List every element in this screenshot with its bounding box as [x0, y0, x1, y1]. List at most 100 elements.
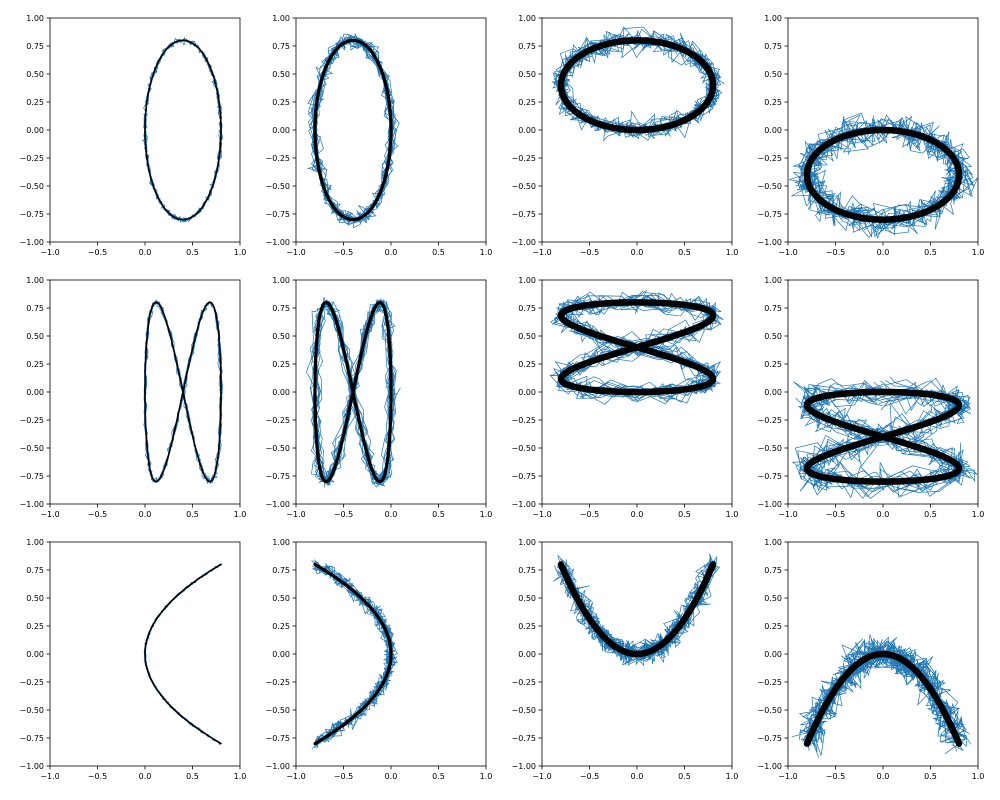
noisy-sample-trace — [799, 120, 974, 239]
plot-area — [549, 289, 724, 405]
y-tick-label: −0.25 — [757, 416, 782, 425]
y-tick-label: 0.25 — [764, 98, 782, 107]
y-tick-label: 0.75 — [518, 42, 536, 51]
y-tick-label: −0.25 — [757, 154, 782, 163]
y-tick-label: 0.25 — [518, 622, 536, 631]
y-tick-label: 0.25 — [764, 360, 782, 369]
x-tick-label: 1.0 — [726, 248, 739, 257]
y-tick-label: 1.00 — [518, 276, 536, 285]
y-tick-label: −1.00 — [511, 500, 536, 509]
subplot-2-1: −1.0 −0.5 0.0 0.5 1.0 −1.00 −0.75 −0.50 −0.25 0.0… — [19, 276, 246, 519]
y-tick-label: 0.50 — [518, 70, 536, 79]
y-tick-label: −0.50 — [511, 444, 536, 453]
mean-trajectory — [803, 126, 963, 223]
plot-area — [141, 36, 224, 223]
x-tick-label: −0.5 — [88, 510, 107, 519]
y-tick-label: 0.00 — [272, 388, 290, 397]
y-tick-label: −0.50 — [757, 182, 782, 191]
subplot-1-2: −1.0 −0.5 0.0 0.5 1.0 −1.00 −0.75 −0.50 −0.25 0.0… — [265, 14, 492, 257]
x-tick-label: −1.0 — [778, 248, 797, 257]
y-tick-label: 0.75 — [26, 304, 44, 313]
noisy-sample-trace — [310, 300, 395, 487]
y-tick-label: −0.50 — [757, 444, 782, 453]
x-tick-label: 1.0 — [480, 772, 493, 781]
y-tick-label: 0.00 — [272, 650, 290, 659]
y-tick-label: 1.00 — [518, 14, 536, 23]
x-tick-label: 0.0 — [139, 772, 152, 781]
x-tick-label: 0.5 — [678, 772, 691, 781]
x-tick-label: 0.5 — [186, 248, 199, 257]
y-tick-label: 0.50 — [272, 332, 290, 341]
y-tick-label: 0.50 — [272, 70, 290, 79]
x-tick-label: 0.5 — [186, 772, 199, 781]
noisy-sample-trace — [807, 381, 971, 491]
subplot-3-1: −1.0 −0.5 0.0 0.5 1.0 −1.00 −0.75 −0.50 −0.25 0.0… — [19, 538, 246, 781]
y-tick-label: −1.00 — [511, 762, 536, 771]
y-tick-label: 0.75 — [26, 566, 44, 575]
y-tick-label: −0.75 — [19, 734, 44, 743]
y-tick-label: −0.75 — [757, 472, 782, 481]
y-tick-label: −0.50 — [511, 706, 536, 715]
y-tick-label: −1.00 — [757, 238, 782, 247]
x-tick-label: −1.0 — [286, 772, 305, 781]
y-tick-label: 0.00 — [518, 650, 536, 659]
y-tick-label: −0.25 — [511, 678, 536, 687]
x-tick-label: 1.0 — [234, 772, 247, 781]
plot-area — [551, 26, 725, 142]
x-tick-label: −0.5 — [826, 772, 845, 781]
noisy-sample-trace — [311, 300, 401, 483]
x-tick-label: 1.0 — [480, 248, 493, 257]
y-tick-label: 0.50 — [764, 332, 782, 341]
y-tick-label: 0.50 — [518, 332, 536, 341]
y-tick-label: −0.25 — [19, 154, 44, 163]
y-tick-label: 1.00 — [26, 14, 44, 23]
x-tick-label: 0.5 — [924, 772, 937, 781]
y-tick-label: 0.75 — [518, 304, 536, 313]
noisy-sample-trace — [313, 561, 396, 740]
y-tick-label: −0.75 — [511, 734, 536, 743]
y-tick-label: 0.50 — [26, 594, 44, 603]
x-tick-label: 0.5 — [432, 510, 445, 519]
x-tick-label: −0.5 — [826, 510, 845, 519]
noisy-sample-trace — [311, 559, 396, 740]
x-tick-label: 0.5 — [678, 510, 691, 519]
y-tick-label: −0.75 — [757, 734, 782, 743]
x-tick-label: −1.0 — [40, 772, 59, 781]
y-tick-label: −0.50 — [757, 706, 782, 715]
y-tick-label: −0.75 — [19, 210, 44, 219]
y-tick-label: −1.00 — [19, 500, 44, 509]
y-tick-label: 0.75 — [518, 566, 536, 575]
x-tick-label: −0.5 — [334, 510, 353, 519]
x-tick-label: 0.0 — [631, 772, 644, 781]
y-tick-label: 0.00 — [518, 126, 536, 135]
x-tick-label: 1.0 — [726, 772, 739, 781]
y-tick-label: 1.00 — [272, 538, 290, 547]
plot-area — [306, 33, 400, 229]
noisy-sample-trace — [794, 376, 976, 497]
y-tick-label: −0.75 — [511, 210, 536, 219]
x-tick-label: 0.0 — [385, 248, 398, 257]
x-tick-label: 0.0 — [877, 510, 890, 519]
mean-trajectory — [144, 301, 222, 483]
y-tick-label: 0.25 — [272, 622, 290, 631]
y-tick-label: −1.00 — [265, 500, 290, 509]
subplot-2-3: −1.0 −0.5 0.0 0.5 1.0 −1.00 −0.75 −0.50 −0.25 0.0… — [511, 276, 738, 519]
subplot-3-3: −1.0 −0.5 0.0 0.5 1.0 −1.00 −0.75 −0.50 −0.25 0.0… — [511, 538, 738, 781]
y-tick-label: 0.00 — [26, 388, 44, 397]
y-tick-label: −0.25 — [265, 416, 290, 425]
x-tick-label: −1.0 — [286, 248, 305, 257]
plot-area — [791, 633, 972, 759]
y-tick-label: −1.00 — [19, 762, 44, 771]
x-tick-label: −1.0 — [40, 510, 59, 519]
plot-area — [306, 297, 401, 488]
y-tick-label: 0.50 — [764, 594, 782, 603]
y-tick-label: 1.00 — [26, 538, 44, 547]
y-tick-label: 0.75 — [272, 304, 290, 313]
y-tick-label: 0.75 — [764, 304, 782, 313]
y-tick-label: −0.25 — [511, 416, 536, 425]
y-tick-label: 1.00 — [764, 14, 782, 23]
x-tick-label: 1.0 — [726, 510, 739, 519]
y-tick-label: 0.75 — [764, 566, 782, 575]
y-tick-label: 1.00 — [272, 14, 290, 23]
